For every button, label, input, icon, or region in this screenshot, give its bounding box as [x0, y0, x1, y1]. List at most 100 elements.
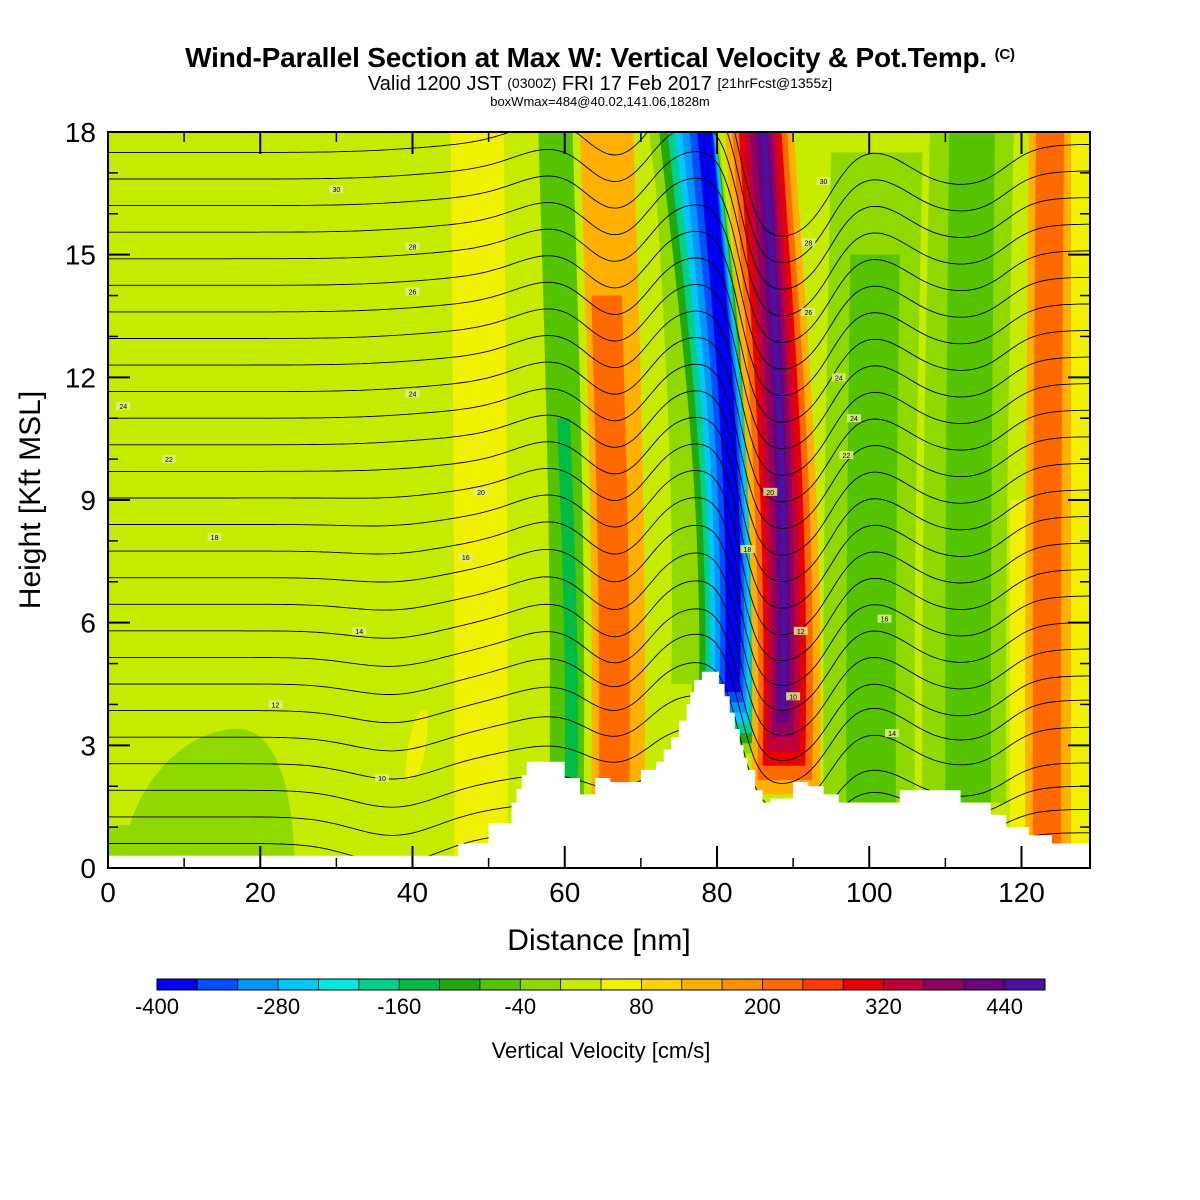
colorbar: -400 -280 -160 -40 80 200 320 440 Vertical Veloc…	[135, 978, 1046, 1063]
box-wmax-line: boxWmax=484@40.02,141.06,1828m	[490, 94, 710, 109]
isentrope-line	[108, 337, 1090, 503]
isentrope-line	[108, 177, 1090, 343]
isentrope-label-text: 10	[378, 776, 386, 783]
x-axis-label: Distance [nm]	[507, 924, 690, 957]
subsidence-patch	[123, 728, 295, 856]
isentrope-line	[108, 132, 1090, 264]
isentrope-label-bg	[786, 692, 801, 701]
x-tick-label: 60	[549, 877, 580, 908]
isentrope-labels: 10 12 14 16 18 20 22 24 24 26 28 30 10 12 14 16 18 20 22 24…	[116, 177, 900, 783]
colorbar-swatch	[964, 979, 1006, 990]
colorbar-swatch	[197, 979, 239, 990]
y-tick-label: 9	[80, 485, 96, 516]
isentrope-label-text: 18	[211, 535, 219, 542]
isentrope-label: 16	[458, 553, 473, 562]
colorbar-tick-label: -280	[256, 994, 300, 1019]
isentrope-label: 14	[885, 729, 900, 738]
colorbar-swatch	[278, 979, 319, 990]
x-tick-label: 20	[245, 877, 276, 908]
isentrope-label-text: 20	[766, 490, 774, 497]
isentrope-label-text: 30	[820, 179, 828, 186]
isentrope-label-bg	[740, 545, 755, 554]
isentrope-label: 26	[405, 287, 420, 296]
colorbar-swatch	[358, 979, 400, 990]
isentrope-label-bg	[405, 287, 420, 296]
colorbar-swatch	[923, 979, 965, 990]
valid-zulu: (0300Z)	[507, 75, 557, 91]
title-main: Wind-Parallel Section at Max W: Vertical…	[185, 42, 987, 73]
small-updraft-patch	[404, 710, 428, 780]
isentrope-label-text: 24	[409, 392, 417, 399]
isentrope-label: 12	[268, 700, 283, 709]
y-axis-label: Height [Kft MSL]	[14, 391, 47, 609]
colorbar-swatch	[439, 979, 481, 990]
isentrope-label-text: 22	[165, 457, 173, 464]
y-tick-label: 0	[80, 853, 96, 884]
x-tick-label: 40	[397, 877, 428, 908]
colorbar-swatch	[802, 979, 844, 990]
isentrope-label: 20	[763, 487, 778, 497]
isentrope-line	[108, 390, 1090, 556]
isentrope-label-text: 24	[850, 416, 858, 423]
x-tick-label: 0	[100, 877, 116, 908]
isentrope-line	[108, 524, 1090, 686]
isentrope-line	[108, 310, 1090, 476]
isentrope-label: 24	[116, 401, 131, 411]
band-downdraft-west-core	[557, 418, 578, 779]
isentrope-label: 24	[405, 389, 420, 399]
isentrope-label-bg	[207, 532, 222, 541]
isentrope-line	[108, 695, 1090, 840]
band-updraft-6	[760, 132, 787, 709]
isentropes	[108, 132, 1090, 868]
isentrope-label-bg	[831, 373, 846, 382]
isentrope-label-text: 28	[409, 244, 417, 251]
isentrope-label-bg	[268, 700, 283, 709]
isentrope-line	[108, 132, 1090, 290]
isentrope-line	[108, 552, 1090, 711]
isentrope-label-bg	[877, 614, 892, 623]
x-tick-label: 100	[846, 877, 893, 908]
valid-prefix: Valid 1200 JST	[367, 73, 502, 95]
isentrope-label-bg	[329, 185, 344, 194]
isentrope-line	[108, 416, 1090, 583]
isentrope-line	[108, 257, 1090, 423]
isentrope-line	[108, 443, 1090, 609]
isentrope-label-bg	[116, 401, 131, 410]
isentrope-label-text: 28	[804, 240, 812, 247]
isentrope-label-text: 18	[744, 547, 752, 554]
colorbar-tick-label: 440	[986, 994, 1023, 1019]
isentrope-label: 30	[816, 177, 831, 186]
terrain	[108, 671, 1090, 868]
isentrope-label-bg	[405, 242, 420, 251]
y-tick-label: 3	[80, 730, 96, 761]
isentrope-label-bg	[793, 626, 808, 635]
isentrope-label-bg	[839, 451, 854, 460]
isentrope-label: 22	[161, 455, 176, 464]
isentrope-label: 20	[474, 487, 489, 497]
colorbar-swatch	[318, 979, 360, 990]
isentrope-label: 16	[877, 614, 892, 624]
isentrope-label: 24	[847, 414, 862, 423]
isentrope-label-bg	[847, 414, 862, 423]
colorbar-swatch	[843, 979, 885, 990]
isentrope-label-text: 16	[881, 617, 889, 624]
band-lee-weak-1-core	[846, 254, 900, 803]
isentrope-label-bg	[801, 307, 816, 316]
isentrope-label: 10	[786, 692, 801, 701]
colorbar-tick-label: 80	[629, 994, 653, 1019]
isentrope-line	[108, 284, 1090, 450]
isentrope-label-bg	[375, 774, 390, 783]
colorbar-tick-label: 200	[744, 994, 781, 1019]
band-updraft-east-edge	[1070, 132, 1090, 856]
band-lee-weak-2-core	[945, 132, 995, 803]
isentrope-line	[108, 633, 1090, 784]
colorbar-swatch	[520, 979, 562, 990]
colorbar-swatch	[1004, 979, 1046, 990]
chart-title: Wind-Parallel Section at Max W: Vertical…	[0, 42, 1200, 74]
title-copyright: (C)	[994, 46, 1015, 63]
isentrope-line	[108, 204, 1090, 370]
band-downdraft-6	[697, 132, 741, 693]
isentrope-label-bg	[474, 487, 489, 496]
